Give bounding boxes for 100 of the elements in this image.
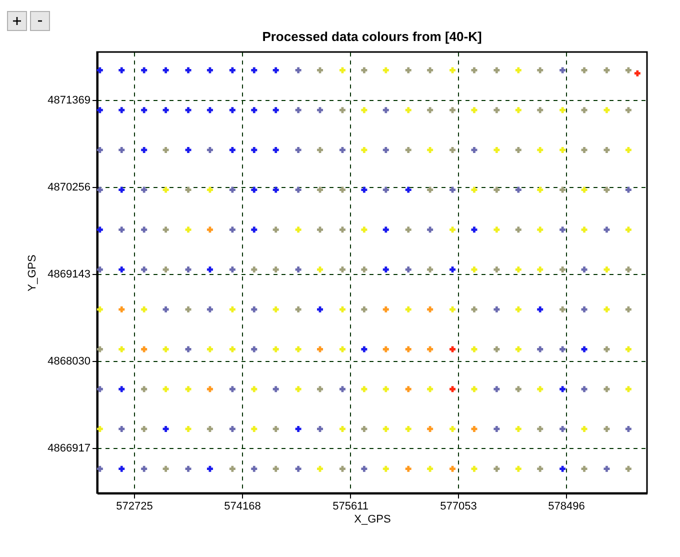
point	[295, 226, 302, 233]
y-tick-label: 4866917	[48, 442, 90, 454]
point	[272, 107, 279, 114]
y-tick-label: 4870256	[48, 181, 90, 194]
point	[382, 346, 389, 352]
point	[515, 306, 522, 312]
point	[251, 107, 258, 114]
point	[162, 386, 169, 392]
x-tick-label: 575611	[332, 500, 368, 512]
point	[471, 67, 478, 74]
point	[339, 346, 346, 352]
point	[118, 306, 125, 312]
y-tick-label: 4871369	[48, 94, 90, 106]
point	[537, 466, 544, 472]
point	[581, 426, 588, 432]
point	[339, 466, 346, 472]
point	[229, 306, 236, 312]
y-tick-label: 4869143	[48, 268, 90, 280]
x-tick-label: 574168	[224, 500, 261, 512]
point	[229, 107, 236, 114]
point	[427, 67, 434, 74]
point	[515, 426, 522, 432]
point	[96, 186, 103, 193]
point	[317, 67, 324, 74]
point	[405, 67, 412, 74]
point	[272, 266, 279, 273]
x-axis-title: X_GPS	[354, 514, 391, 526]
point	[625, 266, 632, 273]
point	[229, 186, 236, 193]
point	[339, 306, 346, 312]
point	[118, 346, 125, 352]
point	[382, 386, 389, 392]
point	[206, 386, 213, 392]
point	[251, 266, 258, 273]
point	[141, 306, 148, 312]
point	[581, 67, 588, 74]
point	[625, 346, 632, 352]
point	[118, 107, 125, 114]
point	[625, 226, 632, 233]
point	[361, 226, 368, 233]
point	[405, 386, 412, 392]
point	[471, 426, 478, 432]
point	[206, 107, 213, 114]
point	[560, 266, 566, 273]
point	[494, 67, 500, 74]
point	[272, 346, 279, 352]
point	[229, 466, 236, 472]
point	[625, 386, 632, 392]
point	[405, 466, 412, 472]
point	[96, 426, 103, 432]
point	[162, 266, 169, 273]
point	[272, 466, 279, 472]
point	[427, 426, 434, 432]
point	[450, 466, 456, 472]
point	[471, 386, 478, 392]
point	[185, 426, 192, 432]
point	[162, 107, 169, 114]
point	[361, 266, 368, 273]
x-tick-label: 572725	[116, 500, 153, 512]
point	[185, 226, 192, 233]
point	[361, 67, 368, 74]
point	[141, 186, 148, 193]
point	[604, 67, 610, 74]
point	[206, 346, 213, 352]
y-axis-title: Y_GPS	[26, 254, 39, 292]
point	[427, 306, 434, 312]
point	[382, 186, 389, 193]
point	[427, 266, 434, 273]
point	[96, 306, 103, 312]
point	[494, 226, 500, 233]
y-tick-label: 4868030	[48, 355, 90, 368]
point	[450, 226, 456, 233]
point	[515, 346, 522, 352]
point	[295, 186, 302, 193]
point	[494, 266, 500, 273]
point	[96, 107, 103, 114]
point	[405, 306, 412, 312]
point	[450, 186, 456, 193]
point	[295, 386, 302, 392]
point	[625, 67, 632, 74]
point	[206, 226, 213, 233]
point	[515, 186, 522, 193]
point	[537, 67, 544, 74]
point	[141, 107, 148, 114]
point	[625, 466, 632, 472]
point	[427, 386, 434, 392]
point	[581, 226, 588, 233]
point	[185, 107, 192, 114]
point	[185, 386, 192, 392]
point	[604, 306, 610, 312]
point	[229, 346, 236, 352]
point	[295, 346, 302, 352]
point	[427, 346, 434, 352]
point	[141, 346, 148, 352]
point	[634, 70, 640, 76]
point	[581, 466, 588, 472]
point	[162, 346, 169, 352]
point	[625, 186, 632, 193]
point	[382, 306, 389, 312]
point	[361, 386, 368, 392]
